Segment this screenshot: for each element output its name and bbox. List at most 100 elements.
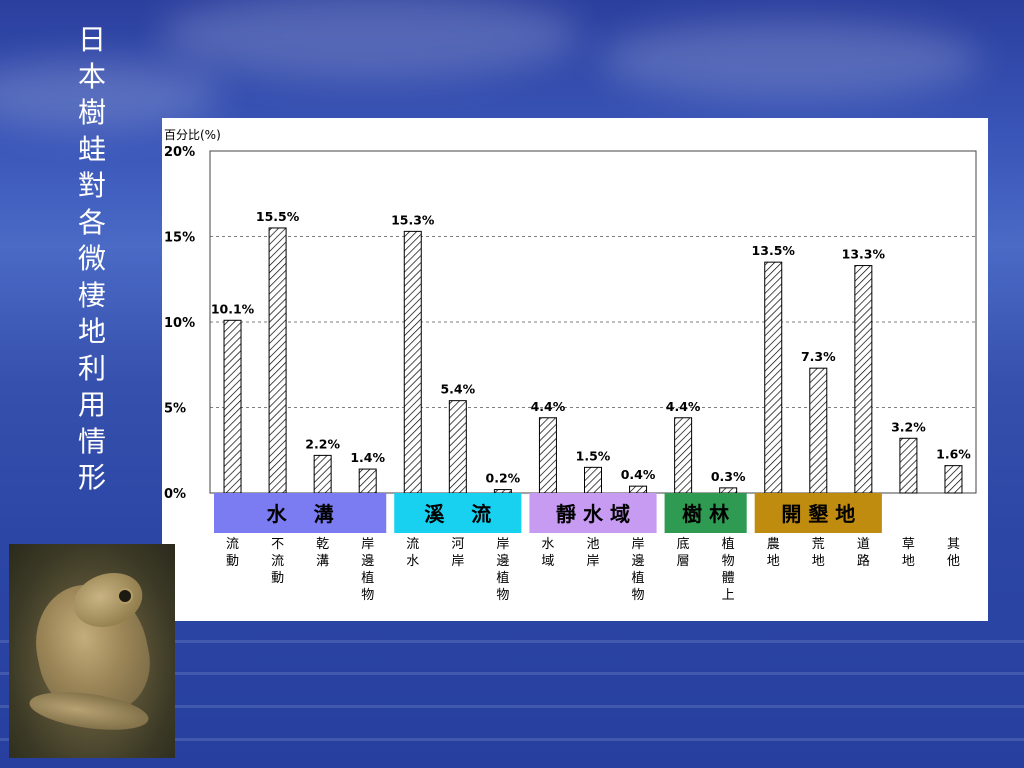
group-bands: 水 溝溪 流靜 水 域樹 林開 墾 地 xyxy=(214,493,882,533)
x-tick-label: 植 xyxy=(496,571,509,586)
bar-value-label: 0.2% xyxy=(486,471,521,486)
group-band-label: 開 墾 地 xyxy=(781,502,855,526)
bar xyxy=(764,261,783,494)
x-tick-label: 動 xyxy=(271,571,284,586)
x-tick-label: 上 xyxy=(722,588,735,603)
bar xyxy=(899,437,918,494)
bar-value-label: 0.4% xyxy=(621,467,656,482)
x-tick-label: 乾 xyxy=(316,537,329,552)
y-axis-ticks: 0% 5% 10% 15% 20% xyxy=(164,145,195,502)
group-band-label: 靜 水 域 xyxy=(556,502,630,526)
bar xyxy=(493,489,512,494)
bar-value-label: 10.1% xyxy=(211,301,255,316)
x-tick-label: 草 xyxy=(902,537,915,552)
bar-value-label: 1.4% xyxy=(350,450,385,465)
y-tick-label: 10% xyxy=(164,316,195,331)
group-band xyxy=(664,493,747,533)
bar xyxy=(448,400,467,494)
x-tick-label: 岸 xyxy=(586,554,599,569)
bar-value-label: 2.2% xyxy=(305,436,340,451)
frog-eye-icon xyxy=(117,588,133,604)
y-tick-label: 5% xyxy=(164,402,186,417)
x-axis-labels: 流動不流動乾溝岸邊植物流水河岸岸邊植物水域池岸岸邊植物底層植物體上農地荒地道路草… xyxy=(226,536,960,603)
group-band-label: 樹 林 xyxy=(682,502,729,526)
frog-photo xyxy=(9,544,175,758)
x-tick-label: 水 xyxy=(541,537,554,552)
slide-title: 日本樹蛙對各微棲地利用情形 xyxy=(77,23,106,494)
bar xyxy=(358,468,377,494)
bar-value-label: 15.5% xyxy=(256,209,300,224)
bar xyxy=(268,227,287,494)
bar-value-label: 7.3% xyxy=(801,349,836,364)
x-tick-label: 邊 xyxy=(496,554,509,569)
bar-value-label: 1.6% xyxy=(936,447,971,462)
x-tick-label: 水 xyxy=(406,554,419,569)
x-tick-label: 農 xyxy=(767,537,780,552)
y-tick-label: 15% xyxy=(164,231,195,246)
bar xyxy=(538,417,557,494)
x-tick-label: 物 xyxy=(361,588,374,603)
y-tick-label: 0% xyxy=(164,487,186,502)
x-tick-label: 岸 xyxy=(496,537,509,552)
x-tick-label: 流 xyxy=(406,537,419,552)
group-band xyxy=(529,493,657,533)
x-tick-label: 層 xyxy=(677,554,690,569)
x-tick-label: 流 xyxy=(271,554,284,569)
x-tick-label: 不 xyxy=(271,537,284,552)
x-tick-label: 岸 xyxy=(451,554,464,569)
bar xyxy=(674,417,693,494)
x-tick-label: 體 xyxy=(722,571,735,586)
x-tick-label: 流 xyxy=(226,537,239,552)
x-tick-label: 地 xyxy=(812,554,825,569)
x-tick-label: 物 xyxy=(722,554,735,569)
bar-chart: 百分比(%) 0%5%10%15%20% 10.1%15.5%2.2%1.4%1… xyxy=(164,128,977,603)
group-band xyxy=(394,493,522,533)
bar-series xyxy=(223,227,963,494)
bar xyxy=(584,466,602,494)
x-tick-label: 溝 xyxy=(316,554,329,569)
bar-value-label: 13.5% xyxy=(752,243,796,258)
y-tick-label: 20% xyxy=(164,145,195,160)
group-band xyxy=(214,493,387,533)
x-tick-label: 植 xyxy=(632,571,645,586)
bar xyxy=(944,465,963,494)
water-ripple xyxy=(0,640,1024,643)
bar-value-label: 5.4% xyxy=(440,382,475,397)
x-tick-label: 植 xyxy=(722,537,735,552)
x-tick-label: 其 xyxy=(947,537,960,552)
bar-value-label: 4.4% xyxy=(666,399,701,414)
sky-cloud xyxy=(600,20,980,100)
bar-value-label: 0.3% xyxy=(711,469,746,484)
water-ripple xyxy=(0,672,1024,675)
value-labels: 10.1% 15.5% 2.2% 1.4% 15.3% 5.4% 0.2% 4.4% 1.5% 0… xyxy=(211,209,971,486)
x-tick-label: 岸 xyxy=(361,537,374,552)
sky-cloud xyxy=(160,0,580,80)
group-band-label: 水 溝 xyxy=(267,502,334,526)
x-tick-label: 他 xyxy=(947,554,960,569)
bar xyxy=(719,487,738,494)
x-tick-label: 道 xyxy=(857,537,870,552)
bar-value-label: 15.3% xyxy=(391,212,435,227)
x-tick-label: 地 xyxy=(902,554,915,569)
bar xyxy=(403,230,422,494)
x-tick-label: 動 xyxy=(226,554,239,569)
bar-value-label: 1.5% xyxy=(576,448,611,463)
water-ripple xyxy=(0,705,1024,708)
chart-panel: 百分比(%) 0% 5% 10% 15% 20% 10.1% 15.5% 2.2% 1.4% 1… xyxy=(162,118,988,621)
group-band xyxy=(754,493,882,533)
x-tick-label: 地 xyxy=(767,554,780,569)
group-band-label: 溪 流 xyxy=(424,502,491,526)
bar xyxy=(629,485,648,494)
bar xyxy=(809,367,828,494)
x-tick-label: 邊 xyxy=(632,554,645,569)
bar xyxy=(223,319,242,494)
bar xyxy=(854,265,873,494)
x-tick-label: 物 xyxy=(632,588,645,603)
x-tick-label: 河 xyxy=(451,537,464,552)
bar-value-label: 4.4% xyxy=(531,399,566,414)
x-tick-label: 物 xyxy=(496,588,509,603)
x-tick-label: 岸 xyxy=(632,537,645,552)
x-tick-label: 池 xyxy=(586,537,599,552)
x-tick-label: 荒 xyxy=(812,537,825,552)
water-ripple xyxy=(0,738,1024,741)
